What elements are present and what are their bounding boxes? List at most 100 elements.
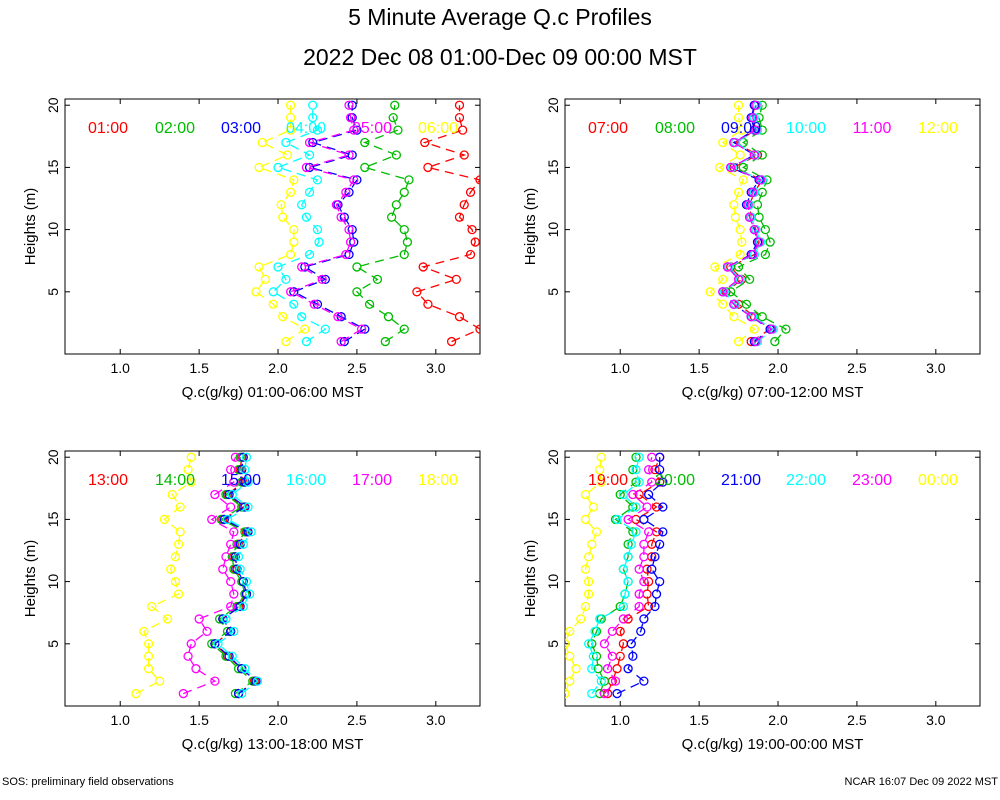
- data-point: [746, 312, 756, 322]
- data-point: [729, 312, 739, 322]
- data-point: [599, 688, 610, 699]
- data-point: [718, 287, 728, 297]
- data-point: [320, 324, 331, 334]
- data-point: [143, 664, 154, 674]
- legend-entry: 17:00: [352, 472, 392, 489]
- data-point: [221, 614, 231, 624]
- series-group: [705, 100, 791, 347]
- x-tick-label: 1.0: [610, 360, 630, 376]
- data-point: [714, 162, 725, 173]
- data-point: [243, 502, 253, 512]
- y-tick-label: 15: [45, 511, 61, 527]
- data-point: [623, 514, 633, 525]
- data-point: [244, 589, 255, 599]
- data-point: [285, 113, 296, 123]
- data-point: [289, 237, 299, 247]
- data-point: [628, 527, 638, 537]
- data-point: [241, 576, 252, 587]
- data-point: [404, 175, 414, 185]
- data-point: [175, 502, 185, 512]
- data-point: [314, 237, 324, 247]
- data-point: [301, 162, 312, 173]
- data-point: [465, 187, 476, 197]
- y-tick-label: 20: [545, 97, 561, 113]
- data-point: [590, 626, 600, 637]
- data-point: [183, 651, 193, 661]
- data-point: [191, 664, 201, 674]
- data-point: [227, 489, 237, 500]
- data-point: [285, 100, 296, 110]
- series-line-0100: [415, 105, 480, 343]
- series-line-1800: [135, 457, 192, 695]
- data-point: [131, 688, 141, 699]
- legend-entry: 03:00: [221, 120, 261, 137]
- data-point: [221, 552, 231, 562]
- data-point: [344, 249, 354, 260]
- data-point: [341, 249, 351, 260]
- data-point: [235, 539, 245, 549]
- data-point: [257, 137, 267, 148]
- data-point: [587, 664, 597, 674]
- y-tick-label: 5: [545, 640, 561, 648]
- x-tick-label: 2.0: [268, 360, 288, 376]
- data-point: [718, 137, 728, 148]
- data-point: [383, 312, 394, 322]
- data-point: [232, 539, 242, 549]
- data-point: [595, 614, 605, 624]
- data-point: [741, 299, 752, 309]
- data-point: [226, 502, 236, 512]
- data-point: [576, 614, 586, 624]
- data-point: [628, 651, 638, 661]
- data-point: [584, 589, 594, 599]
- data-point: [336, 336, 346, 347]
- data-point: [312, 224, 323, 235]
- x-axis-label: Q.c(g/kg) 01:00-06:00 MST: [182, 384, 364, 401]
- data-point: [459, 200, 469, 210]
- data-point: [268, 287, 278, 297]
- data-point: [748, 113, 758, 123]
- data-point: [705, 287, 715, 297]
- y-tick-label: 10: [545, 222, 561, 238]
- data-point: [584, 576, 594, 587]
- data-point: [243, 477, 253, 487]
- data-point: [273, 262, 283, 272]
- data-point: [246, 527, 256, 537]
- data-point: [628, 465, 638, 475]
- data-point: [402, 237, 413, 247]
- data-point: [304, 137, 315, 148]
- data-point: [623, 576, 633, 587]
- data-point: [584, 639, 594, 649]
- data-point: [344, 100, 354, 110]
- data-point: [650, 465, 660, 475]
- x-axis-label: Q.c(g/kg) 13:00-18:00 MST: [182, 736, 364, 753]
- series-line-2100: [616, 457, 664, 695]
- data-point: [781, 324, 791, 334]
- data-point: [454, 113, 465, 123]
- legend-entry: 01:00: [88, 120, 128, 137]
- data-point: [178, 688, 188, 699]
- data-point: [643, 601, 654, 612]
- data-point: [634, 564, 644, 574]
- data-point: [221, 651, 231, 661]
- data-point: [273, 162, 283, 173]
- data-point: [170, 576, 181, 587]
- x-tick-label: 3.0: [426, 360, 446, 376]
- data-point: [390, 100, 400, 110]
- data-point: [733, 100, 744, 110]
- y-tick-label: 15: [545, 511, 561, 527]
- data-point: [167, 489, 177, 500]
- data-point: [749, 150, 760, 160]
- data-point: [282, 150, 293, 160]
- data-point: [607, 651, 617, 661]
- data-point: [349, 175, 359, 185]
- data-point: [240, 465, 250, 475]
- data-point: [565, 626, 575, 637]
- data-point: [312, 125, 323, 135]
- data-point: [737, 237, 747, 247]
- y-tick-label: 5: [545, 288, 561, 296]
- series-line-2300: [603, 457, 653, 695]
- data-point: [372, 274, 383, 285]
- data-point: [757, 312, 767, 322]
- data-point: [391, 200, 402, 210]
- data-point: [454, 312, 465, 322]
